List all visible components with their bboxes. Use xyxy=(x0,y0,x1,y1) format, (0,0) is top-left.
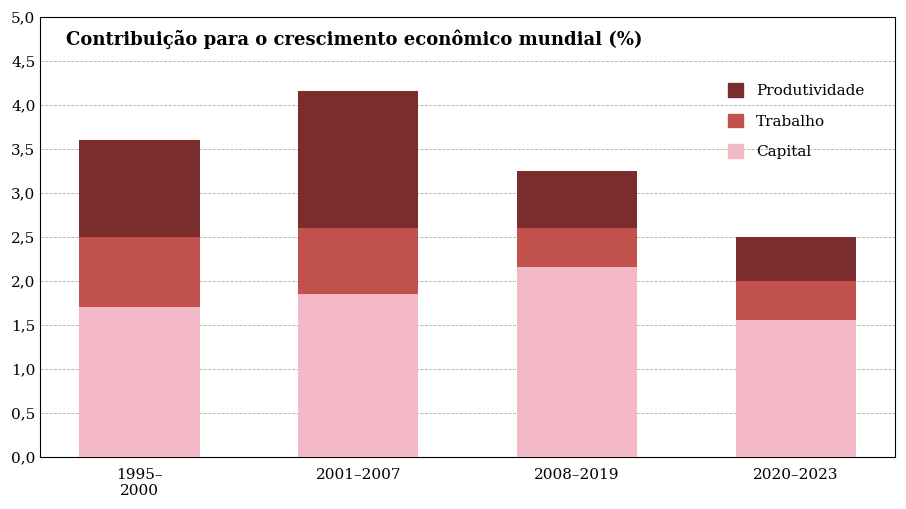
Bar xyxy=(298,294,419,457)
Bar xyxy=(516,171,637,228)
Bar xyxy=(298,92,419,228)
Bar xyxy=(736,280,856,320)
Bar xyxy=(736,237,856,280)
Legend: Produtividade, Trabalho, Capital: Produtividade, Trabalho, Capital xyxy=(722,77,870,165)
Bar xyxy=(79,237,199,307)
Bar xyxy=(298,228,419,294)
Bar xyxy=(516,267,637,457)
Text: Contribuição para o crescimento econômico mundial (%): Contribuição para o crescimento econômic… xyxy=(66,30,642,49)
Bar xyxy=(79,140,199,237)
Bar xyxy=(79,307,199,457)
Bar xyxy=(736,320,856,457)
Bar xyxy=(516,228,637,267)
